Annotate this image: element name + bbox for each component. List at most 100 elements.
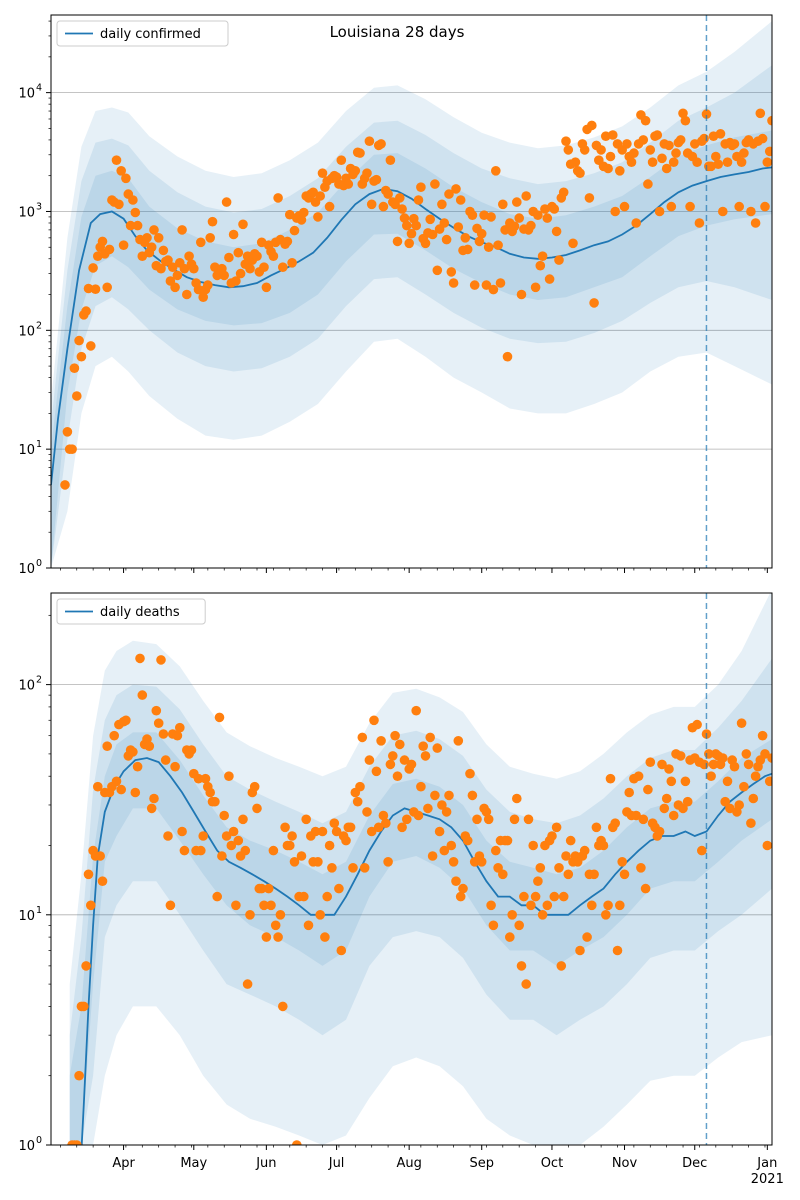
- data-point: [238, 814, 248, 825]
- data-point: [694, 218, 705, 228]
- data-point: [568, 238, 578, 249]
- data-point: [430, 179, 440, 189]
- data-point: [196, 845, 206, 856]
- data-point: [729, 761, 740, 772]
- data-point: [612, 945, 623, 956]
- data-point: [390, 730, 400, 741]
- data-point: [102, 741, 112, 751]
- data-point: [542, 213, 553, 223]
- data-point: [109, 730, 119, 741]
- data-point: [535, 260, 546, 271]
- y-tick-label: 10: [18, 909, 35, 924]
- data-point: [615, 166, 625, 176]
- data-point: [579, 845, 590, 856]
- data-point: [668, 157, 679, 167]
- data-point: [521, 191, 531, 201]
- data-point: [205, 787, 215, 798]
- data-point: [60, 480, 70, 490]
- data-point: [172, 270, 183, 281]
- x-tick-label: Sep: [469, 1156, 494, 1171]
- data-point: [610, 206, 620, 217]
- data-point: [371, 766, 382, 777]
- data-point: [170, 761, 180, 772]
- x-tick-label: Nov: [612, 1156, 638, 1171]
- data-point: [448, 857, 459, 867]
- data-point: [498, 199, 508, 210]
- data-point: [179, 845, 190, 856]
- data-point: [221, 831, 232, 841]
- data-point: [551, 226, 562, 237]
- data-point: [451, 876, 461, 886]
- uncertainty-band-outer: [69, 593, 772, 1145]
- data-point: [310, 826, 321, 837]
- data-point: [488, 920, 499, 931]
- data-point: [364, 755, 375, 765]
- data-point: [486, 212, 496, 222]
- data-point: [505, 932, 515, 942]
- data-point: [406, 759, 417, 770]
- data-point: [535, 863, 546, 873]
- data-point: [214, 712, 225, 723]
- data-point: [163, 831, 173, 841]
- data-point: [366, 826, 377, 837]
- data-point: [172, 730, 183, 741]
- data-point: [420, 238, 431, 249]
- data-point: [146, 803, 157, 814]
- data-point: [74, 1070, 84, 1081]
- data-point: [549, 204, 560, 214]
- data-point: [266, 900, 276, 911]
- legend-label: daily deaths: [100, 605, 180, 620]
- data-point: [680, 776, 691, 787]
- data-point: [603, 163, 613, 174]
- data-point: [481, 280, 492, 290]
- data-point: [296, 215, 307, 225]
- y-tick-label: 10: [18, 205, 35, 220]
- data-point: [713, 159, 723, 169]
- data-point: [296, 851, 307, 861]
- data-point: [558, 891, 569, 902]
- data-point: [526, 900, 536, 911]
- data-point: [210, 796, 220, 807]
- data-point: [657, 759, 667, 770]
- data-point: [86, 341, 96, 351]
- data-point: [645, 757, 656, 767]
- y-tick-exponent: 0: [36, 1135, 42, 1146]
- data-point: [72, 391, 82, 401]
- data-point: [750, 771, 761, 781]
- data-point: [760, 749, 770, 759]
- y-tick-label: 10: [18, 679, 35, 694]
- data-point: [315, 910, 326, 920]
- data-point: [350, 166, 361, 176]
- data-point: [598, 840, 609, 851]
- data-point: [378, 810, 389, 821]
- data-point: [591, 822, 602, 833]
- y-tick-exponent: 1: [36, 439, 42, 450]
- data-point: [491, 845, 501, 856]
- data-point: [238, 219, 248, 230]
- data-point: [444, 790, 454, 801]
- data-point: [219, 270, 229, 281]
- data-point: [626, 157, 637, 167]
- data-point: [348, 863, 358, 873]
- data-point: [198, 831, 208, 841]
- y-tick-label: 10: [18, 324, 35, 339]
- data-point: [523, 814, 534, 825]
- data-point: [537, 910, 548, 920]
- data-point: [263, 883, 274, 894]
- data-point: [76, 351, 87, 362]
- data-point: [762, 840, 772, 851]
- data-point: [622, 139, 632, 149]
- data-point: [495, 278, 506, 288]
- data-point: [221, 197, 232, 207]
- data-point: [718, 753, 728, 763]
- data-point: [589, 298, 599, 308]
- data-point: [722, 776, 733, 787]
- data-point: [619, 201, 630, 212]
- data-point: [715, 129, 726, 139]
- data-point: [661, 793, 672, 804]
- data-point: [331, 826, 342, 837]
- data-point: [395, 193, 405, 203]
- data-point: [388, 751, 398, 761]
- data-point: [465, 768, 475, 779]
